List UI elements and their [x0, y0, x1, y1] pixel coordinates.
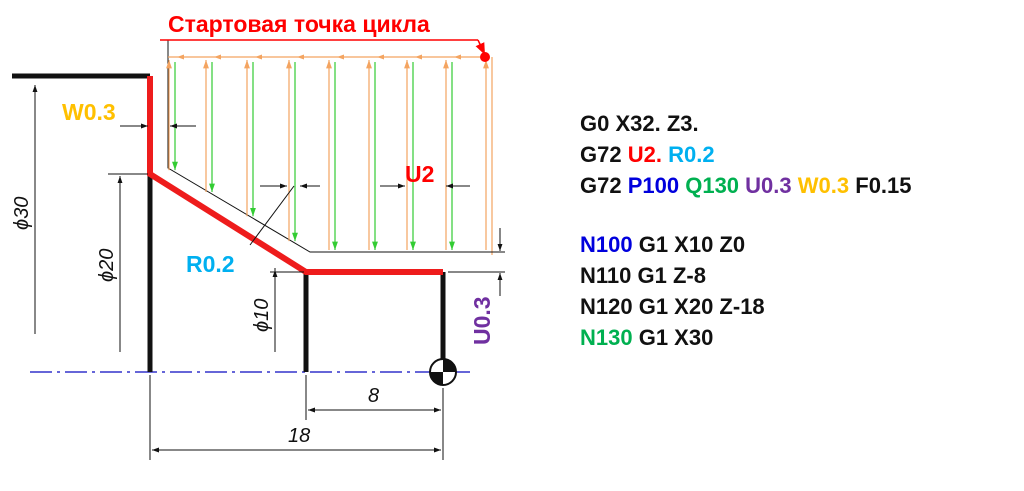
start-point-label: Стартовая точка цикла: [168, 11, 430, 37]
r-label: R0.2: [186, 251, 235, 277]
finish-profile: [147, 76, 443, 275]
gcode-token: N120 G1 X20 Z-18: [580, 294, 765, 319]
gcode-line: N100 G1 X10 Z0: [580, 229, 1020, 260]
r-dimension: [249, 183, 320, 246]
gcode-line: G72 P100 Q130 U0.3 W0.3 F0.15: [580, 170, 1020, 201]
length-18-label: 18: [288, 425, 310, 447]
length-dimensions: [149, 375, 444, 460]
gcode-line: N120 G1 X20 Z-18: [580, 291, 1020, 322]
gcode-token: G72: [580, 142, 628, 167]
diameter-dimensions: [32, 85, 304, 352]
gcode-token: G1 X30: [632, 325, 714, 350]
gcode-line: N110 G1 Z-8: [580, 260, 1020, 291]
workpiece-outline: [12, 73, 446, 372]
gcode-token: G1 X10 Z0: [632, 232, 746, 257]
gcode-token: W0.3: [797, 173, 850, 198]
start-point-icon: [480, 52, 490, 62]
diameter-20-label: ϕ20: [96, 249, 118, 282]
offset-contour: [167, 40, 500, 253]
tool-passes: [166, 54, 489, 250]
gcode-token: N110 G1 Z-8: [580, 263, 706, 288]
gcode-token: R0.2: [668, 142, 715, 167]
w-label: W0.3: [62, 99, 116, 125]
gcode-token: U0.3: [745, 173, 792, 198]
code-spacer: [580, 201, 1020, 229]
diameter-10-label: ϕ10: [251, 299, 273, 332]
origin-icon: [429, 358, 457, 386]
gcode-panel: G0 X32. Z3. G72 U2. R0.2 G72 P100 Q130 U0.…: [580, 108, 1020, 353]
u03-label: U0.3: [469, 296, 495, 345]
length-8-label: 8: [368, 385, 379, 407]
gcode-token: N130: [580, 325, 633, 350]
gcode-token: F0.15: [849, 173, 912, 198]
u2-label: U2: [405, 161, 434, 187]
gcode-line: G72 U2. R0.2: [580, 139, 1020, 170]
gcode-token: Q130: [685, 173, 740, 198]
u03-dimension: [448, 228, 505, 296]
gcode-line: G0 X32. Z3.: [580, 108, 1020, 139]
gcode-token: P100: [627, 173, 680, 198]
diameter-30-label: ϕ30: [11, 197, 33, 230]
gcode-token: U2.: [627, 142, 662, 167]
gcode-token: N100: [580, 232, 633, 257]
gcode-line: N130 G1 X30: [580, 322, 1020, 353]
gcode-token: G72: [580, 173, 628, 198]
gcode-token: G0 X32. Z3.: [580, 111, 699, 136]
